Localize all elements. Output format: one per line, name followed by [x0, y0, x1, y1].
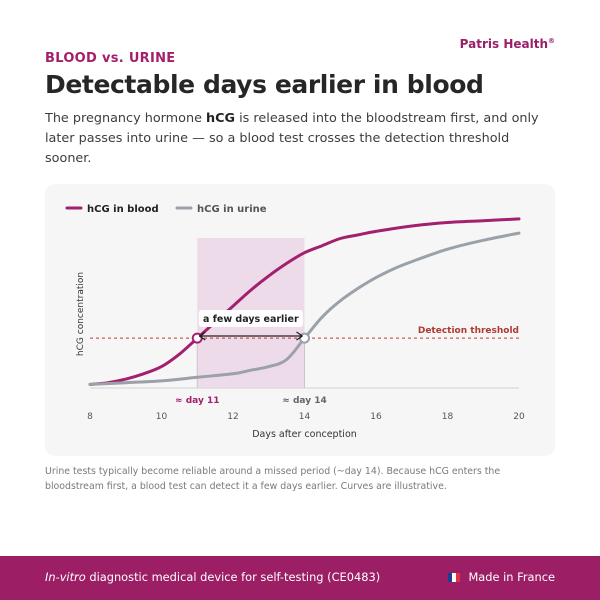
legend-label: hCG in urine: [197, 204, 267, 215]
x-tick-label: 8: [87, 412, 93, 422]
marker-label: ≈ day 11: [175, 396, 219, 406]
hcg-chart: Detection threshold a few days earlier ≈ d…: [65, 204, 525, 440]
brand-name: Patris Health: [459, 37, 548, 51]
brand-registered-mark: ®: [548, 37, 555, 45]
x-tick-label: 18: [442, 412, 454, 422]
eyebrow: BLOOD vs. URINE: [45, 51, 176, 66]
footer-bar: In-vitro diagnostic medical device for s…: [0, 556, 600, 600]
chart-card: Detection threshold a few days earlier ≈ d…: [45, 184, 555, 456]
marker-label: ≈ day 14: [282, 396, 326, 406]
footnote: Urine tests typically become reliable ar…: [45, 466, 501, 492]
x-axis-label: Days after conception: [252, 429, 357, 440]
intro-bold-hcg: hCG: [206, 111, 236, 126]
legend-label: hCG in blood: [87, 204, 159, 215]
annotation-arrow-left-head: [198, 331, 206, 341]
intro-text-1: The pregnancy hormone: [45, 111, 207, 126]
detection-threshold-label: Detection threshold: [418, 326, 519, 336]
brand-logo: Patris Health®: [460, 37, 555, 51]
france-flag-icon: [448, 572, 461, 582]
x-tick-label: 20: [513, 412, 525, 422]
series-line-urine: [88, 231, 521, 386]
x-tick-label: 14: [299, 412, 311, 422]
footer-device-text: diagnostic medical device for self-testi…: [85, 570, 381, 584]
annotation-label: a few days earlier: [203, 314, 299, 325]
intro-paragraph: The pregnancy hormone hCG is released in…: [45, 109, 545, 169]
footer-made-in: Made in France: [448, 570, 555, 584]
annotation-arrow-right-head: [296, 331, 303, 341]
footer-italic-text: In-vitro: [45, 570, 86, 584]
x-tick-label: 12: [227, 412, 238, 422]
page-title: Detectable days earlier in blood: [45, 70, 484, 99]
series-line-blood: [88, 217, 521, 386]
footer-device-info: In-vitro diagnostic medical device for s…: [45, 570, 380, 584]
x-tick-label: 10: [156, 412, 168, 422]
x-tick-label: 16: [370, 412, 382, 422]
y-axis-label: hCG concentration: [76, 272, 86, 356]
intro-text-2: is released into the bloodstream first, …: [45, 111, 539, 166]
footer-made-in-text: Made in France: [468, 570, 555, 584]
annotation-label-bg: [198, 310, 303, 327]
